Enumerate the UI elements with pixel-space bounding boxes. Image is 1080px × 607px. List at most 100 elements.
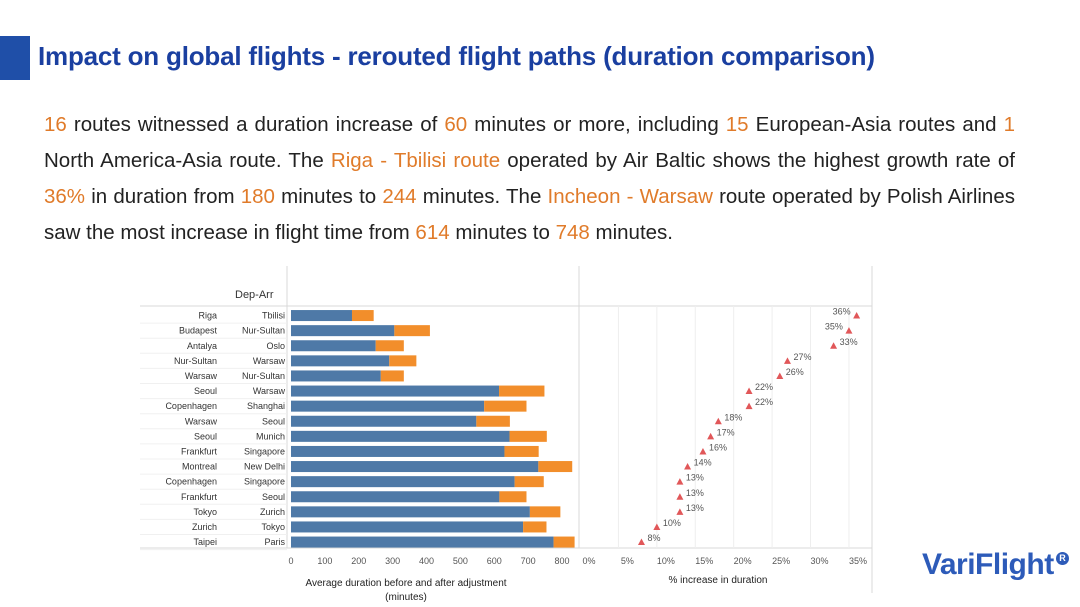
duration-tick-label: 700 <box>521 556 536 566</box>
dep-label: Frankfurt <box>181 492 218 502</box>
increase-marker <box>676 493 684 500</box>
summary-highlight: 244 <box>382 185 417 208</box>
increase-marker <box>676 508 684 515</box>
page-title: Impact on global flights - rerouted flig… <box>38 41 875 71</box>
summary-highlight: 748 <box>555 221 590 244</box>
summary-text: minutes. The <box>416 185 548 208</box>
summary-text: minutes or more, including <box>467 113 726 136</box>
increase-marker <box>776 372 784 379</box>
arr-label: Oslo <box>266 341 285 351</box>
bar-increase <box>389 355 417 367</box>
summary-text: minutes to <box>274 185 383 208</box>
summary-text: minutes to <box>449 221 556 244</box>
arr-label: Tokyo <box>261 522 285 532</box>
duration-axis-title-unit: (minutes) <box>385 592 427 603</box>
increase-label: 35% <box>825 322 843 332</box>
summary-text: routes witnessed a duration increase of <box>66 113 445 136</box>
dep-label: Copenhagen <box>165 401 217 411</box>
dep-label: Budapest <box>179 326 218 336</box>
duration-comparison-chart: Dep-Arr Riga Tbilisi 36% Budapest Nur-Sultan 3… <box>140 263 880 607</box>
bar-increase <box>375 340 404 352</box>
summary-highlight: 60 <box>444 113 468 136</box>
increase-marker <box>699 447 707 455</box>
bar-increase <box>529 506 561 518</box>
increase-label: 13% <box>686 473 704 483</box>
duration-tick-label: 800 <box>555 556 570 566</box>
duration-tick-label: 400 <box>419 556 434 566</box>
increase-label: 33% <box>840 337 858 347</box>
duration-axis-title: Average duration before and after adjust… <box>305 578 506 589</box>
bar-before <box>291 536 554 548</box>
bar-before <box>291 430 510 442</box>
increase-label: 26% <box>786 367 804 377</box>
bar-before <box>291 340 376 352</box>
arr-label: Singapore <box>244 477 285 487</box>
duration-tick-label: 300 <box>385 556 400 566</box>
percent-tick-label: 35% <box>849 556 867 566</box>
increase-label: 16% <box>709 442 727 452</box>
dep-label: Seoul <box>194 431 217 441</box>
bar-increase <box>499 385 545 397</box>
increase-marker <box>783 357 791 364</box>
percent-tick-label: 0% <box>582 556 595 566</box>
increase-label: 17% <box>717 427 735 437</box>
dep-arr-header: Dep-Arr <box>235 289 274 301</box>
dep-label: Warsaw <box>185 416 218 426</box>
variflight-logo: VariFlight R <box>922 548 1069 582</box>
dep-label: Zurich <box>192 522 217 532</box>
summary-text: European-Asia routes and <box>748 113 1004 136</box>
summary-highlight: 36% <box>44 185 86 208</box>
bar-before <box>291 400 485 412</box>
bar-increase <box>509 430 547 442</box>
arr-label: New Delhi <box>244 462 285 472</box>
arr-label: Paris <box>264 537 285 547</box>
arr-label: Singapore <box>244 446 285 456</box>
increase-marker <box>684 463 692 470</box>
percent-tick-label: 30% <box>811 556 829 566</box>
bar-increase <box>523 521 547 533</box>
increase-marker <box>707 432 715 440</box>
dep-label: Antalya <box>187 341 217 351</box>
bar-before <box>291 506 530 518</box>
arr-label: Seoul <box>262 492 285 502</box>
percent-tick-label: 20% <box>734 556 752 566</box>
increase-marker <box>830 342 838 349</box>
increase-marker <box>676 478 684 485</box>
arr-label: Tbilisi <box>262 311 285 321</box>
logo-registered-mark: R <box>1055 552 1069 565</box>
summary-highlight: Riga - Tbilisi route <box>330 149 501 172</box>
summary-highlight: 15 <box>725 113 749 136</box>
summary-paragraph: 16 routes witnessed a duration increase … <box>44 107 1015 251</box>
bar-increase <box>538 461 573 473</box>
summary-highlight: Incheon - Warsaw <box>547 185 713 208</box>
increase-label: 27% <box>793 352 811 362</box>
increase-label: 10% <box>663 518 681 528</box>
bar-before <box>291 461 539 473</box>
duration-tick-label: 500 <box>453 556 468 566</box>
summary-highlight: 1 <box>1003 113 1015 136</box>
dep-label: Riga <box>198 311 217 321</box>
arr-label: Nur-Sultan <box>242 371 285 381</box>
increase-label: 22% <box>755 382 773 392</box>
increase-label: 14% <box>694 458 712 468</box>
dep-label: Nur-Sultan <box>174 356 217 366</box>
summary-text: route operated by Polish Airlines saw th… <box>44 185 1015 244</box>
percent-tick-label: 25% <box>772 556 790 566</box>
arr-label: Seoul <box>262 416 285 426</box>
bar-before <box>291 521 524 533</box>
title-accent-bar <box>0 36 30 80</box>
increase-label: 13% <box>686 503 704 513</box>
increase-label: 13% <box>686 488 704 498</box>
bar-before <box>291 476 515 488</box>
dep-label: Seoul <box>194 386 217 396</box>
dep-label: Taipei <box>193 537 217 547</box>
bar-before <box>291 325 395 337</box>
arr-label: Warsaw <box>253 356 286 366</box>
bar-increase <box>394 325 430 337</box>
bar-increase <box>504 445 539 457</box>
bar-increase <box>499 491 527 503</box>
summary-text: operated by Air Baltic shows the highest… <box>500 149 1016 172</box>
increase-label: 36% <box>833 307 851 317</box>
duration-tick-label: 0 <box>288 556 293 566</box>
bar-increase <box>553 536 575 548</box>
